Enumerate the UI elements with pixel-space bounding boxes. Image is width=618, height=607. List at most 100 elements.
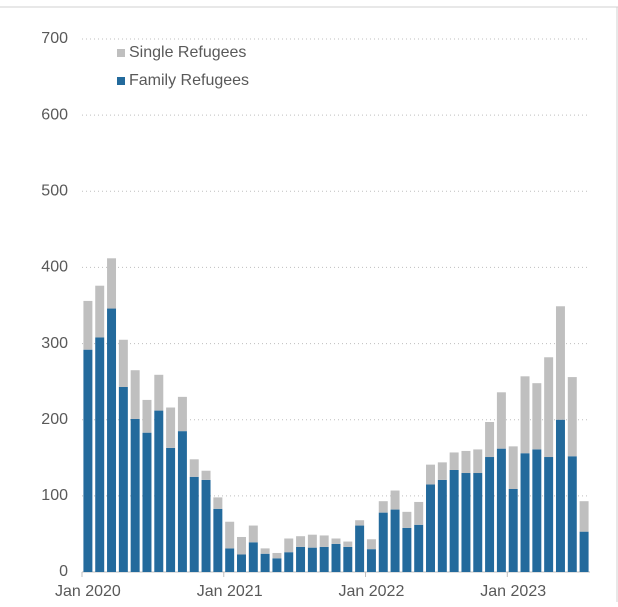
y-tick-label: 0 [59,563,68,580]
bar-segment [130,370,140,419]
bar-segment [201,470,211,480]
bar-segment [130,418,140,572]
bar-segment [260,548,270,554]
bar-segment [532,449,542,572]
bar-segment [461,450,471,474]
bar-segment [579,531,589,572]
bar-segment [213,497,223,509]
bar-segment [414,501,424,525]
bar-segment [473,449,483,474]
bar-segment [520,453,530,572]
bar-segment [189,476,199,572]
bar-segment [272,552,282,559]
bar-segment [296,536,306,547]
bar-segment [83,300,93,350]
bar-segment [485,457,495,572]
bar-segment [154,374,164,411]
bar-segment [485,421,495,458]
y-tick-label: 100 [41,487,68,504]
bar-segment [201,479,211,572]
bar-segment [508,489,518,572]
bar-segment [532,383,542,450]
bar-segment [83,349,93,572]
bar-segment [272,558,282,572]
bar-segment [544,357,554,458]
bar-segment [390,490,400,510]
bar-segment [248,525,258,543]
bar-segment [378,501,388,513]
bar-segment [307,547,317,572]
x-tick-label: Jan 2021 [197,583,263,600]
bar-segment [331,538,341,544]
bar-segment [95,285,105,338]
bar-segment [177,396,187,432]
bar-segment [296,546,306,572]
bar-segment [118,386,128,572]
bar-segment [142,432,152,572]
bar-segment [284,538,294,553]
bar-segment [331,543,341,572]
bar-segment [437,479,447,572]
y-tick-label: 500 [41,183,68,200]
x-tick-label: Jan 2020 [55,583,121,600]
bar-segment [555,306,565,420]
x-tick-label: Jan 2022 [339,583,405,600]
bar-segment [390,509,400,572]
bar-segment [579,501,589,532]
bar-segment [449,469,459,572]
bar-segment [567,456,577,572]
bar-segment [343,541,353,547]
bar-segment [225,521,235,549]
legend-swatch [117,49,125,57]
bar-segment [260,553,270,572]
bar-segment [343,546,353,572]
bar-segment [154,410,164,572]
bar-segment [366,539,376,550]
y-tick-label: 200 [41,411,68,428]
bar-segment [555,419,565,572]
bar-segment [567,377,577,457]
bar-segment [225,548,235,572]
bar-segment [496,392,506,449]
y-tick-label: 600 [41,106,68,123]
bar-segment [118,339,128,387]
y-tick-label: 700 [41,30,68,47]
bar-segment [449,452,459,470]
legend-label: Family Refugees [129,72,249,89]
legend-label: Single Refugees [129,44,246,61]
bar-segment [248,542,258,572]
bar-segment [402,527,412,572]
bar-segment [366,549,376,572]
bar-segment [426,464,436,485]
x-tick-label: Jan 2023 [480,583,546,600]
bar-segment [95,337,105,572]
bar-segment [437,462,447,480]
bar-segment [284,552,294,572]
bar-segment [107,308,117,572]
bar-segment [461,473,471,572]
bar-segment [166,447,176,572]
bar-segment [307,534,317,548]
bar-segment [508,446,518,490]
bar-segment [496,448,506,572]
bar-segment [544,457,554,572]
bar-segment [426,484,436,572]
bar-segment [319,546,329,572]
bar-segment [378,512,388,572]
bar-segment [236,554,246,572]
bar-segment [189,459,199,477]
bar-segment [319,535,329,547]
bar-segment [473,473,483,572]
bar-segment [355,525,365,572]
bar-segment [402,511,412,528]
bar-segment [166,407,176,448]
bar-segment [355,520,365,526]
bar-segment [213,508,223,572]
y-tick-label: 400 [41,259,68,276]
bar-segment [520,376,530,454]
bar-segment [107,258,117,309]
bar-segment [236,536,246,555]
bar-segment [414,524,424,572]
legend-swatch [117,77,125,85]
